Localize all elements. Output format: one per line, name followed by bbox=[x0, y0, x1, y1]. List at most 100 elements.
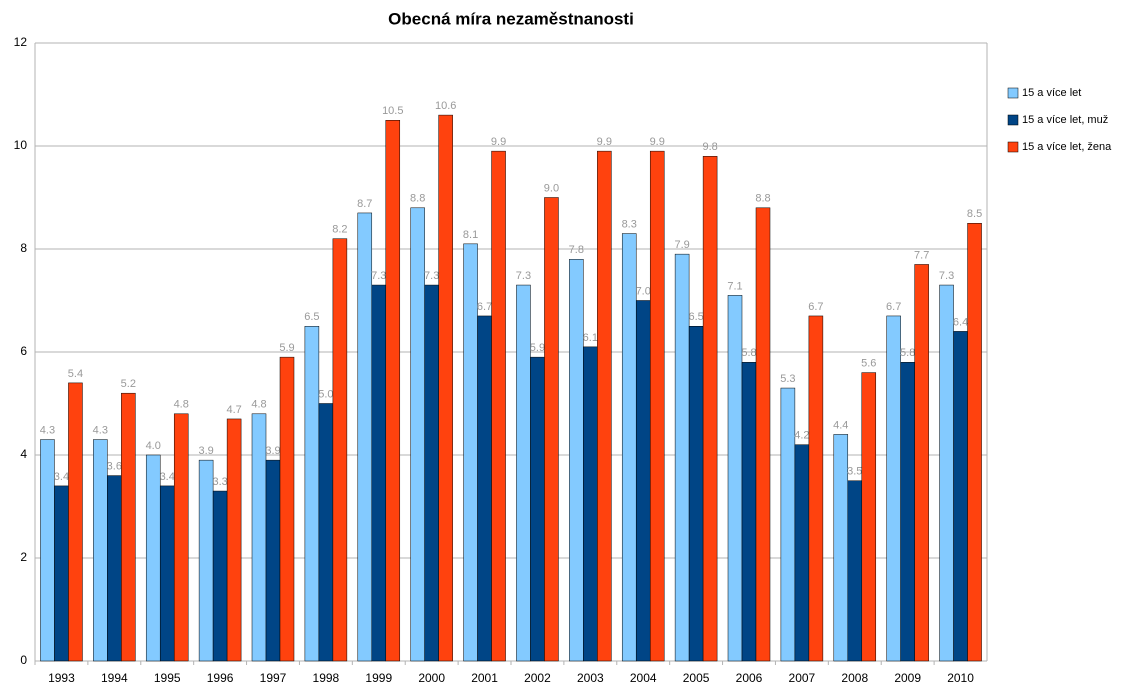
value-label: 8.5 bbox=[967, 208, 982, 220]
value-label: 3.4 bbox=[160, 471, 175, 483]
x-tick-label: 1997 bbox=[260, 671, 287, 685]
value-label: 8.8 bbox=[755, 193, 770, 205]
bar bbox=[491, 150, 506, 662]
x-tick-label: 1994 bbox=[101, 671, 128, 685]
value-label: 3.5 bbox=[847, 466, 862, 478]
bar bbox=[438, 114, 453, 662]
value-label: 3.9 bbox=[265, 445, 280, 457]
value-label: 6.5 bbox=[304, 311, 319, 323]
legend-swatch bbox=[1007, 114, 1019, 126]
value-label: 4.7 bbox=[226, 404, 241, 416]
value-label: 5.9 bbox=[530, 342, 545, 354]
bar bbox=[833, 434, 849, 662]
x-tick-label: 2001 bbox=[471, 671, 498, 685]
bar bbox=[755, 207, 771, 662]
bar bbox=[265, 459, 281, 662]
bar bbox=[544, 197, 559, 662]
value-label: 7.3 bbox=[939, 270, 954, 282]
bar bbox=[808, 315, 824, 662]
x-tick-label: 2009 bbox=[894, 671, 921, 685]
bar bbox=[357, 212, 373, 662]
bar bbox=[886, 315, 901, 662]
bar bbox=[953, 331, 968, 662]
value-label: 4.8 bbox=[251, 399, 266, 411]
chart-title: Obecná míra nezaměstnanosti bbox=[388, 9, 634, 28]
value-label: 6.1 bbox=[583, 332, 598, 344]
value-label: 3.3 bbox=[212, 476, 227, 488]
value-label: 7.1 bbox=[727, 280, 742, 292]
bar bbox=[477, 315, 492, 662]
bar bbox=[939, 284, 954, 662]
value-label: 6.7 bbox=[808, 301, 823, 313]
value-label: 4.3 bbox=[93, 424, 108, 436]
x-tick-label: 1993 bbox=[48, 671, 75, 685]
bar bbox=[145, 454, 161, 662]
value-label: 7.3 bbox=[371, 270, 386, 282]
value-label: 7.3 bbox=[424, 270, 439, 282]
bar bbox=[702, 156, 718, 662]
value-label: 6.4 bbox=[953, 316, 968, 328]
bar bbox=[54, 485, 69, 662]
x-tick-label: 2002 bbox=[524, 671, 551, 685]
value-label: 5.2 bbox=[121, 378, 136, 390]
value-label: 7.0 bbox=[636, 285, 651, 297]
value-label: 9.9 bbox=[650, 136, 665, 148]
bar bbox=[463, 243, 478, 662]
x-tick-label: 2005 bbox=[683, 671, 710, 685]
value-label: 7.9 bbox=[674, 239, 689, 251]
bar bbox=[107, 475, 122, 662]
bar bbox=[861, 372, 877, 662]
value-label: 9.9 bbox=[597, 136, 612, 148]
value-label: 8.3 bbox=[622, 218, 637, 230]
bar bbox=[173, 413, 189, 662]
bar bbox=[279, 356, 295, 662]
value-label: 5.3 bbox=[780, 373, 795, 385]
bar bbox=[597, 150, 612, 662]
bar bbox=[780, 387, 796, 662]
bar bbox=[583, 346, 598, 662]
legend-label: 15 a více let, žena bbox=[1022, 141, 1112, 153]
bar bbox=[516, 284, 531, 662]
value-label: 5.8 bbox=[900, 347, 915, 359]
value-label: 3.6 bbox=[107, 461, 122, 473]
value-label: 4.0 bbox=[146, 440, 161, 452]
bar bbox=[93, 439, 108, 662]
value-label: 5.6 bbox=[861, 358, 876, 370]
bar bbox=[727, 295, 743, 662]
x-tick-label: 1995 bbox=[154, 671, 181, 685]
bar bbox=[385, 120, 401, 662]
bar bbox=[674, 253, 690, 662]
y-tick-label: 6 bbox=[20, 344, 27, 358]
bar bbox=[212, 490, 228, 662]
bar bbox=[410, 207, 425, 662]
value-label: 5.9 bbox=[279, 342, 294, 354]
y-tick-label: 2 bbox=[20, 550, 27, 564]
y-tick-label: 10 bbox=[14, 138, 28, 152]
bar bbox=[304, 326, 320, 662]
bar bbox=[847, 480, 863, 662]
x-tick-label: 2007 bbox=[789, 671, 816, 685]
value-label: 3.9 bbox=[198, 445, 213, 457]
x-tick-label: 2006 bbox=[736, 671, 763, 685]
bar bbox=[251, 413, 267, 662]
bar bbox=[40, 439, 55, 662]
bar bbox=[121, 392, 136, 662]
legend-label: 15 a více let bbox=[1022, 87, 1081, 99]
x-tick-label: 2004 bbox=[630, 671, 657, 685]
x-tick-label: 2010 bbox=[947, 671, 974, 685]
value-label: 4.3 bbox=[40, 424, 55, 436]
value-label: 9.9 bbox=[491, 136, 506, 148]
y-tick-label: 12 bbox=[14, 35, 28, 49]
bar bbox=[198, 459, 214, 662]
bar bbox=[332, 238, 348, 662]
bar bbox=[371, 284, 387, 662]
value-label: 8.2 bbox=[332, 224, 347, 236]
bar bbox=[900, 362, 915, 662]
bar bbox=[318, 403, 334, 662]
value-label: 9.8 bbox=[702, 141, 717, 153]
bar bbox=[688, 326, 704, 662]
legend-label: 15 a více let, muž bbox=[1022, 114, 1108, 126]
value-label: 4.2 bbox=[794, 430, 809, 442]
x-tick-label: 2003 bbox=[577, 671, 604, 685]
value-label: 5.4 bbox=[68, 368, 83, 380]
